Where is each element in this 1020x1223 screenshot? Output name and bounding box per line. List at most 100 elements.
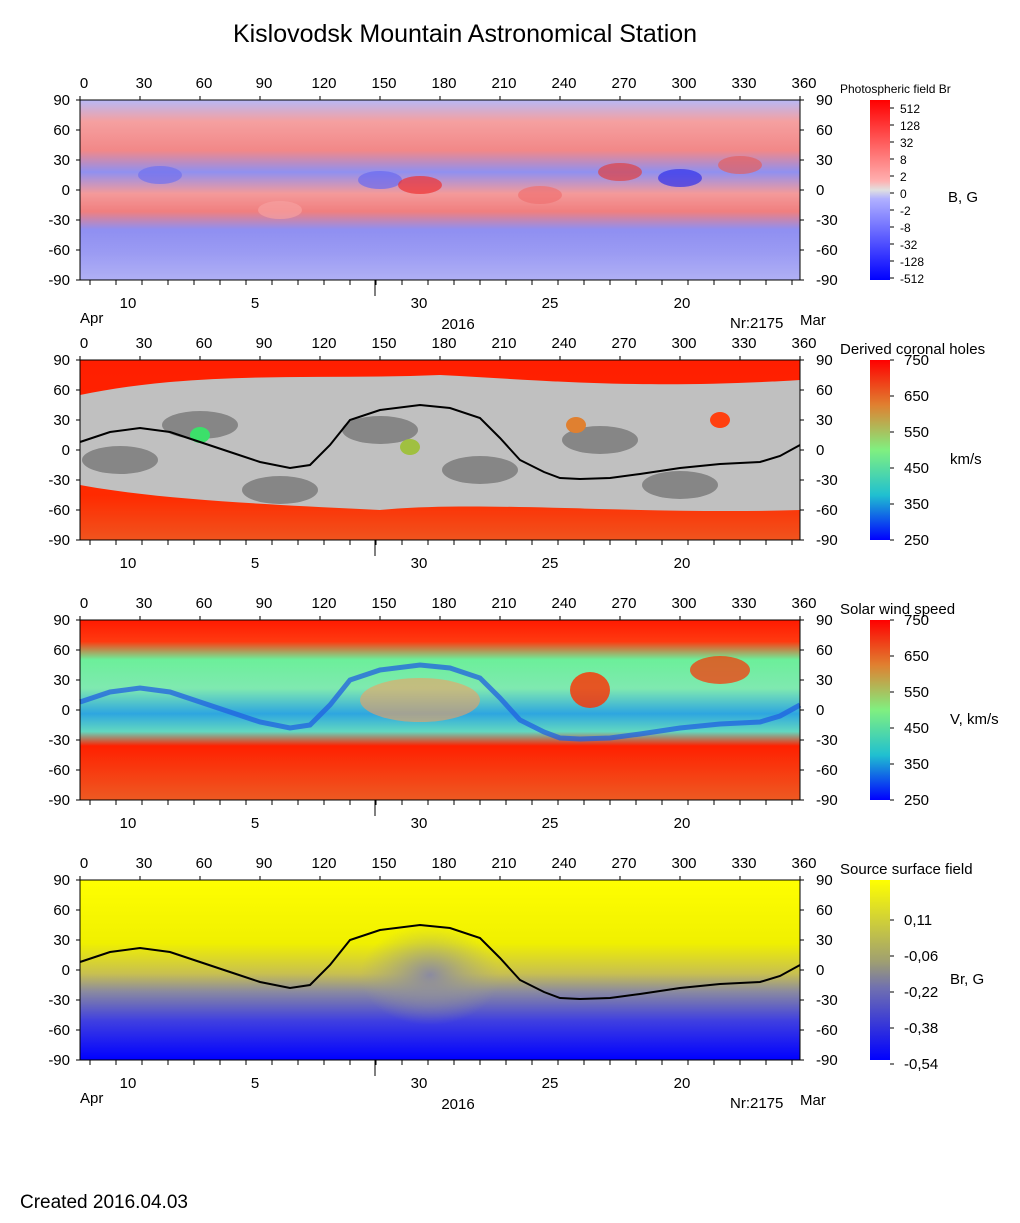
coronal-hole-speed bbox=[190, 427, 210, 443]
x-tick-label: 180 bbox=[431, 855, 456, 872]
x-tick-label: 210 bbox=[491, 595, 516, 612]
x-tick-label: 0 bbox=[80, 855, 88, 872]
date-tick-label: 20 bbox=[674, 555, 691, 572]
date-tick-label: 5 bbox=[251, 1075, 259, 1092]
panel-title: Derived coronal holes bbox=[840, 341, 985, 358]
y-tick-label-right: 90 bbox=[816, 92, 833, 109]
x-tick-label: 330 bbox=[731, 855, 756, 872]
colorbar-tick-label: 512 bbox=[900, 102, 920, 116]
y-tick-label-right: 60 bbox=[816, 382, 833, 399]
map-heatmap bbox=[80, 100, 800, 280]
y-tick-label-left: 60 bbox=[53, 902, 70, 919]
x-tick-label: 300 bbox=[671, 595, 696, 612]
x-tick-label: 120 bbox=[311, 75, 336, 92]
field-patch bbox=[718, 156, 762, 174]
year-label: 2016 bbox=[441, 1096, 474, 1113]
date-tick-label: 30 bbox=[411, 555, 428, 572]
y-tick-label-right: -30 bbox=[816, 472, 838, 489]
x-tick-label: 240 bbox=[551, 335, 576, 352]
field-patch bbox=[258, 201, 302, 219]
colorbar-tick-label: 650 bbox=[904, 388, 929, 405]
coronal-hole-patch bbox=[642, 471, 718, 499]
x-tick-label: 360 bbox=[791, 335, 816, 352]
coronal-hole-patch bbox=[442, 456, 518, 484]
date-tick-label: 5 bbox=[251, 295, 259, 312]
x-tick-label: 150 bbox=[371, 75, 396, 92]
date-tick-label: 10 bbox=[120, 295, 137, 312]
x-tick-label: 240 bbox=[551, 75, 576, 92]
colorbar-tick-label: 8 bbox=[900, 153, 907, 167]
y-tick-label-right: -90 bbox=[816, 532, 838, 549]
y-tick-label-left: 30 bbox=[53, 932, 70, 949]
colorbar bbox=[870, 880, 890, 1060]
colorbar-tick-label: 750 bbox=[904, 352, 929, 369]
x-tick-label: 90 bbox=[256, 855, 273, 872]
x-tick-label: 330 bbox=[731, 75, 756, 92]
colorbar-tick-label: 450 bbox=[904, 460, 929, 477]
colorbar-tick-label: -0,38 bbox=[904, 1020, 938, 1037]
y-tick-label-right: 90 bbox=[816, 872, 833, 889]
y-tick-label-left: 0 bbox=[62, 182, 70, 199]
x-tick-label: 150 bbox=[371, 335, 396, 352]
coronal-hole-patch bbox=[562, 426, 638, 454]
month-left-label: Apr bbox=[80, 1090, 103, 1107]
neutral-line bbox=[79, 403, 801, 481]
colorbar-tick-label: 250 bbox=[904, 532, 929, 549]
colorbar-label: V, km/s bbox=[950, 711, 999, 728]
panel-title: Source surface field bbox=[840, 861, 973, 878]
y-tick-label-right: 30 bbox=[816, 672, 833, 689]
date-tick-label: 10 bbox=[120, 1075, 137, 1092]
date-tick-label: 5 bbox=[251, 815, 259, 832]
date-tick-label: 25 bbox=[542, 555, 559, 572]
y-tick-label-right: -30 bbox=[816, 992, 838, 1009]
month-right-label: Mar bbox=[800, 1092, 826, 1109]
rotation-number: Nr:2175 bbox=[730, 315, 783, 332]
x-tick-label: 60 bbox=[196, 335, 213, 352]
y-tick-label-right: 30 bbox=[816, 152, 833, 169]
x-tick-label: 180 bbox=[431, 335, 456, 352]
y-tick-label-left: -30 bbox=[48, 992, 70, 1009]
coronal-hole-speed bbox=[710, 412, 730, 428]
date-tick-label: 20 bbox=[674, 815, 691, 832]
y-tick-label-left: -90 bbox=[48, 532, 70, 549]
y-tick-label-left: -30 bbox=[48, 732, 70, 749]
year-label: 2016 bbox=[441, 316, 474, 333]
coronal-hole-speed bbox=[400, 439, 420, 455]
y-tick-label-right: 30 bbox=[816, 412, 833, 429]
y-tick-label-right: -30 bbox=[816, 212, 838, 229]
x-tick-label: 210 bbox=[491, 855, 516, 872]
panel-title: Photospheric field Br bbox=[840, 82, 951, 96]
y-tick-label-right: 90 bbox=[816, 612, 833, 629]
x-tick-label: 60 bbox=[196, 595, 213, 612]
y-tick-label-right: -60 bbox=[816, 762, 838, 779]
colorbar-label: km/s bbox=[950, 451, 982, 468]
neutral-line bbox=[79, 923, 801, 1001]
x-tick-label: 300 bbox=[671, 855, 696, 872]
y-tick-label-left: 90 bbox=[53, 612, 70, 629]
x-tick-label: 150 bbox=[371, 855, 396, 872]
x-tick-label: 300 bbox=[671, 335, 696, 352]
y-tick-label-left: -30 bbox=[48, 212, 70, 229]
colorbar-label: B, G bbox=[948, 189, 978, 206]
y-tick-label-right: 0 bbox=[816, 702, 824, 719]
field-patch bbox=[658, 169, 702, 187]
y-tick-label-left: 60 bbox=[53, 122, 70, 139]
y-tick-label-left: -60 bbox=[48, 242, 70, 259]
y-tick-label-right: 60 bbox=[816, 122, 833, 139]
y-tick-label-left: -90 bbox=[48, 1052, 70, 1069]
month-right-label: Mar bbox=[800, 312, 826, 329]
x-tick-label: 300 bbox=[671, 75, 696, 92]
x-tick-label: 120 bbox=[311, 335, 336, 352]
colorbar-tick-label: 350 bbox=[904, 756, 929, 773]
coronal-hole-patch bbox=[82, 446, 158, 474]
y-tick-label-right: 60 bbox=[816, 902, 833, 919]
y-tick-label-left: -30 bbox=[48, 472, 70, 489]
y-tick-label-left: 90 bbox=[53, 872, 70, 889]
x-tick-label: 360 bbox=[791, 75, 816, 92]
y-tick-label-right: -60 bbox=[816, 1022, 838, 1039]
y-tick-label-left: 90 bbox=[53, 352, 70, 369]
